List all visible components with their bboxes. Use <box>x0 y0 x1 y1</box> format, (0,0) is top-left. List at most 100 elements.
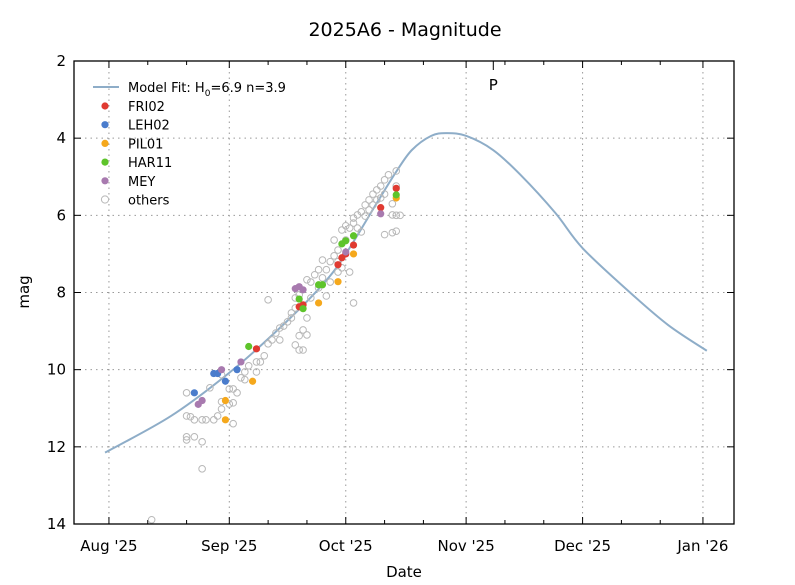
x-tick-label: Dec '25 <box>554 537 611 555</box>
data-point-others <box>365 196 373 204</box>
data-point-others <box>310 270 319 279</box>
data-point-others <box>349 299 358 307</box>
data-point-fri02 <box>349 241 358 249</box>
data-point-others <box>376 194 385 202</box>
data-point-others <box>275 324 284 332</box>
data-point-others <box>396 211 404 220</box>
data-point-others <box>341 221 350 230</box>
data-point-others <box>202 416 210 424</box>
legend-label-har11: HAR11 <box>128 156 172 171</box>
perihelion-label: P <box>489 76 498 94</box>
data-point-others <box>287 309 296 317</box>
y-tick-label: 2 <box>56 52 66 70</box>
x-tick-label: Oct '25 <box>319 537 373 555</box>
data-point-others <box>147 515 156 524</box>
data-point-others <box>190 433 199 441</box>
data-point-others <box>299 326 307 334</box>
series-har11 <box>245 191 400 351</box>
data-point-others <box>330 236 338 244</box>
data-point-others <box>295 331 303 340</box>
x-tick-label: Sep '25 <box>201 537 257 555</box>
data-point-others <box>345 268 354 276</box>
plot-frame <box>73 60 735 525</box>
data-point-others <box>275 336 284 344</box>
legend-label-fri02: FRI02 <box>128 100 165 115</box>
data-point-others <box>334 268 342 276</box>
data-point-others <box>229 419 237 428</box>
series-leh02 <box>190 366 241 397</box>
data-point-others <box>384 171 393 179</box>
data-point-others <box>198 416 206 424</box>
data-point-others <box>268 336 276 344</box>
data-point-others <box>260 351 269 360</box>
data-point-others <box>365 206 373 214</box>
data-point-others <box>209 416 218 424</box>
data-point-others <box>291 341 300 349</box>
data-point-others <box>361 201 369 209</box>
data-point-pil01 <box>248 377 257 385</box>
data-point-others <box>182 433 191 441</box>
data-point-others <box>190 416 199 424</box>
data-point-others <box>314 265 323 274</box>
data-point-others <box>388 199 397 208</box>
data-point-others <box>373 186 381 194</box>
data-point-mey <box>377 210 385 218</box>
legend-label-pil01: PIL01 <box>128 137 163 152</box>
axis-ticks: Aug '25 Sep '25 Oct '25 Nov '25 Dec '25 Jan '… <box>47 52 734 555</box>
data-point-fri02 <box>252 345 261 353</box>
data-point-pil01 <box>314 299 323 307</box>
data-point-others <box>206 384 214 392</box>
data-point-others <box>241 375 249 384</box>
data-point-leh02 <box>190 389 198 397</box>
data-point-others <box>225 385 234 393</box>
data-point-others <box>334 246 342 254</box>
data-point-leh02 <box>221 377 230 385</box>
data-point-others <box>295 346 303 354</box>
data-point-others <box>279 322 288 330</box>
grid <box>74 61 734 524</box>
legend-label-others: others <box>128 194 170 209</box>
data-point-fri02 <box>334 261 342 269</box>
data-point-others <box>233 389 241 397</box>
legend-marker-leh02 <box>101 121 109 129</box>
observations <box>147 167 404 524</box>
data-point-har11 <box>392 191 400 199</box>
data-point-others <box>303 275 311 284</box>
legend-label-leh02: LEH02 <box>128 119 170 134</box>
data-point-others <box>198 465 206 473</box>
data-point-others <box>322 292 331 300</box>
series-mey <box>194 210 385 408</box>
data-point-fri02 <box>392 184 400 192</box>
data-point-mey <box>198 396 206 405</box>
data-point-others <box>373 196 381 204</box>
y-tick-label: 8 <box>56 284 66 302</box>
data-point-pil01 <box>221 396 230 405</box>
x-tick-label: Aug '25 <box>80 537 137 555</box>
data-point-others <box>299 346 307 354</box>
y-tick-label: 10 <box>47 361 66 379</box>
y-tick-label: 6 <box>56 206 66 224</box>
data-point-others <box>318 256 327 264</box>
legend-label-mey: MEY <box>128 175 155 190</box>
legend-model-label: Model Fit: H0=6.9 n=3.9 <box>128 81 286 99</box>
x-tick-label: Nov '25 <box>437 537 494 555</box>
chart-title: 2025A6 - Magnitude <box>308 19 501 41</box>
data-point-fri02 <box>377 204 385 212</box>
data-point-others <box>303 314 311 322</box>
data-point-others <box>380 190 389 198</box>
data-point-others <box>217 405 226 413</box>
data-point-pil01 <box>349 250 358 258</box>
data-point-mey <box>342 248 350 256</box>
data-point-others <box>369 201 377 209</box>
data-point-others <box>349 219 358 227</box>
data-point-others <box>345 224 354 232</box>
data-point-others <box>307 278 315 286</box>
data-point-har11 <box>299 305 307 313</box>
legend-marker-others <box>100 195 110 204</box>
data-point-others <box>213 412 222 420</box>
data-point-others <box>388 211 397 219</box>
series-pil01 <box>221 194 400 424</box>
legend-marker-pil01 <box>101 139 109 147</box>
data-point-others <box>244 362 253 370</box>
